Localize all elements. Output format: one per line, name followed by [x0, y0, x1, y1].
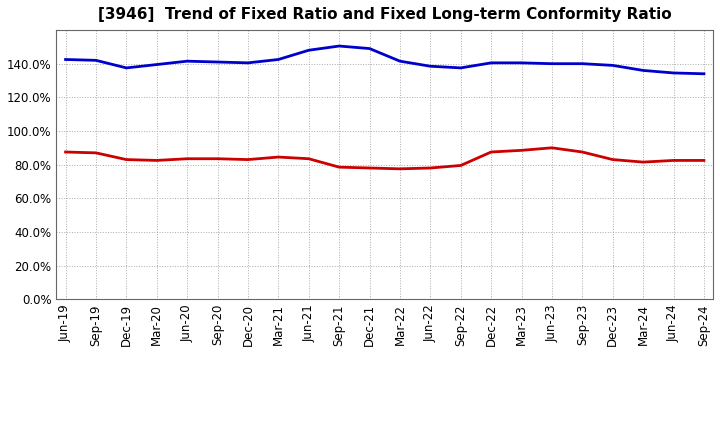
Fixed Ratio — [487, 60, 495, 66]
Fixed Ratio — [122, 65, 130, 70]
Fixed Long-term Conformity Ratio — [578, 149, 587, 154]
Fixed Long-term Conformity Ratio — [365, 165, 374, 171]
Fixed Long-term Conformity Ratio — [608, 157, 617, 162]
Fixed Long-term Conformity Ratio — [487, 149, 495, 154]
Fixed Ratio — [548, 61, 557, 66]
Fixed Ratio — [274, 57, 283, 62]
Fixed Ratio — [183, 59, 192, 64]
Fixed Ratio — [608, 63, 617, 68]
Title: [3946]  Trend of Fixed Ratio and Fixed Long-term Conformity Ratio: [3946] Trend of Fixed Ratio and Fixed Lo… — [98, 7, 672, 22]
Fixed Ratio — [426, 64, 435, 69]
Line: Fixed Long-term Conformity Ratio: Fixed Long-term Conformity Ratio — [66, 148, 704, 169]
Fixed Long-term Conformity Ratio — [274, 154, 283, 160]
Fixed Long-term Conformity Ratio — [243, 157, 252, 162]
Fixed Ratio — [517, 60, 526, 66]
Fixed Long-term Conformity Ratio — [517, 148, 526, 153]
Fixed Ratio — [213, 59, 222, 65]
Fixed Long-term Conformity Ratio — [395, 166, 404, 172]
Fixed Ratio — [365, 46, 374, 51]
Fixed Ratio — [91, 58, 100, 63]
Fixed Long-term Conformity Ratio — [700, 158, 708, 163]
Fixed Long-term Conformity Ratio — [61, 149, 70, 154]
Fixed Long-term Conformity Ratio — [456, 163, 465, 168]
Fixed Long-term Conformity Ratio — [91, 150, 100, 155]
Fixed Long-term Conformity Ratio — [426, 165, 435, 171]
Fixed Long-term Conformity Ratio — [153, 158, 161, 163]
Fixed Ratio — [456, 65, 465, 70]
Fixed Ratio — [395, 59, 404, 64]
Fixed Long-term Conformity Ratio — [548, 145, 557, 150]
Fixed Ratio — [153, 62, 161, 67]
Fixed Long-term Conformity Ratio — [305, 156, 313, 161]
Fixed Ratio — [61, 57, 70, 62]
Fixed Long-term Conformity Ratio — [213, 156, 222, 161]
Fixed Long-term Conformity Ratio — [122, 157, 130, 162]
Fixed Ratio — [335, 44, 343, 49]
Fixed Long-term Conformity Ratio — [183, 156, 192, 161]
Fixed Ratio — [305, 48, 313, 53]
Fixed Long-term Conformity Ratio — [639, 159, 647, 165]
Fixed Ratio — [669, 70, 678, 76]
Fixed Long-term Conformity Ratio — [669, 158, 678, 163]
Fixed Ratio — [578, 61, 587, 66]
Fixed Ratio — [243, 60, 252, 66]
Fixed Long-term Conformity Ratio — [335, 165, 343, 170]
Fixed Ratio — [639, 68, 647, 73]
Fixed Ratio — [700, 71, 708, 77]
Line: Fixed Ratio: Fixed Ratio — [66, 46, 704, 74]
